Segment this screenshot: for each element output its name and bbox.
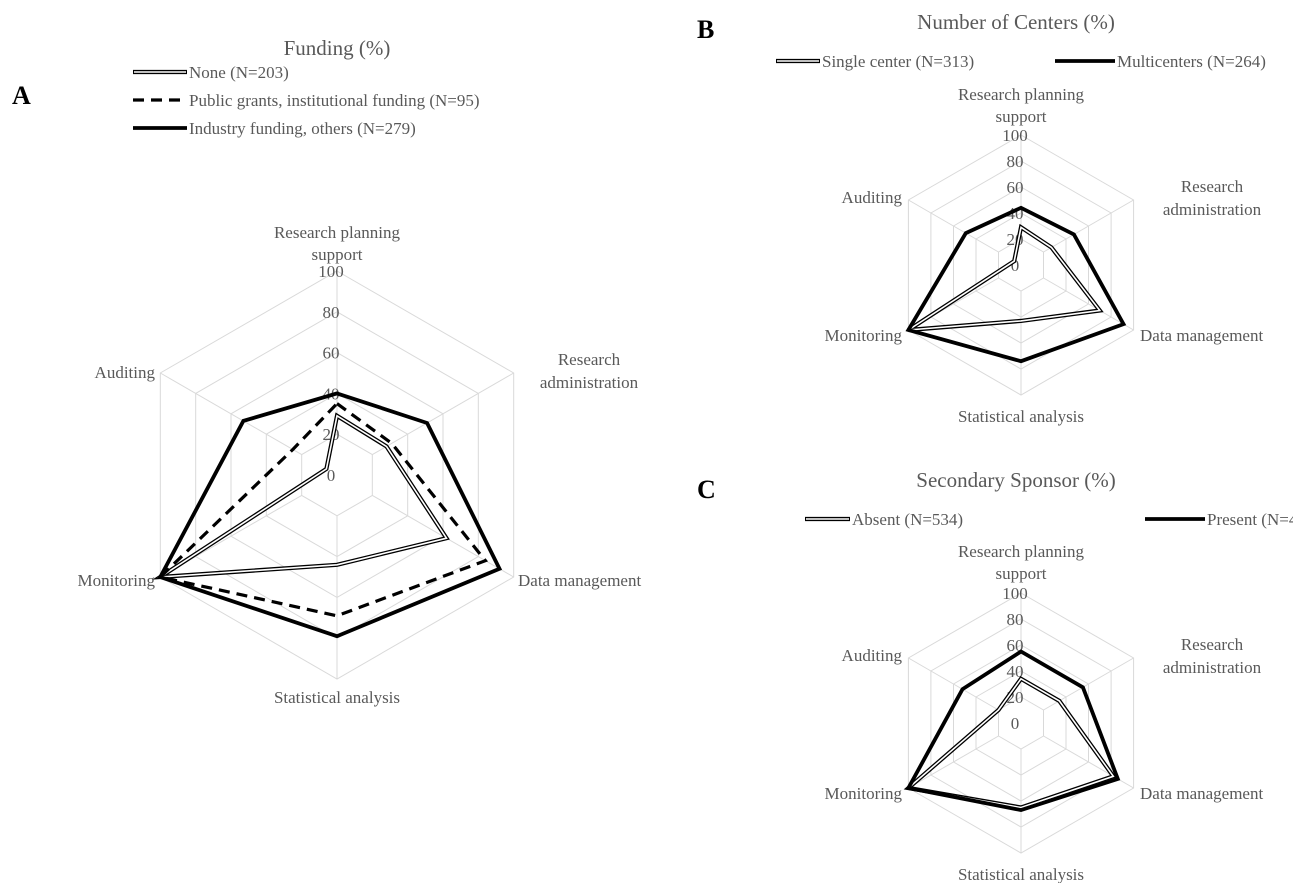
legend-label-2: Public grants, institutional funding (N=… (189, 91, 480, 110)
legend-label-2: Present (N=43) (1207, 510, 1293, 529)
series-1-polygon-inner (157, 414, 448, 579)
series-2-polygon (157, 401, 489, 618)
grid-spoke (160, 372, 302, 456)
axis-label-1: Research planning support (274, 223, 401, 264)
legend-label-1: None (N=203) (189, 63, 289, 82)
axis-label-3: Data management (1140, 784, 1263, 803)
axis-label-4: Statistical analysis (274, 688, 400, 707)
axis-label-2: Research administration (540, 350, 639, 392)
axis-label-3: Data management (518, 571, 641, 590)
grid-spoke (1043, 199, 1134, 253)
axis-label-5: Monitoring (825, 784, 903, 803)
tick-label-0: 0 (327, 466, 336, 485)
series-1-polygon-inner (907, 225, 1102, 331)
chart-title: Funding (%) (284, 36, 391, 60)
tick-label-100: 100 (318, 262, 344, 281)
panel-label: C (697, 475, 716, 504)
axis-label-2: Research administration (1163, 635, 1262, 677)
legend-label-3: Industry funding, others (N=279) (189, 119, 416, 138)
axis-label-5: Monitoring (78, 571, 156, 590)
tick-label-40: 40 (1007, 662, 1024, 681)
series-2-polygon (905, 205, 1127, 364)
tick-label-60: 60 (323, 344, 340, 363)
axis-label-5: Monitoring (825, 326, 903, 345)
tick-label-0: 0 (1011, 256, 1020, 275)
radar-grid (907, 134, 1135, 396)
axis-label-1: Research planning support (958, 542, 1085, 583)
grid-spoke (908, 735, 999, 789)
panel-a: A Funding (%) None (N=203) Public grants, i… (12, 36, 641, 707)
axis-label-6: Auditing (842, 646, 903, 665)
axis-label-1: Research planning support (958, 85, 1085, 126)
grid-ring-20 (301, 433, 373, 517)
tick-label-0: 0 (1011, 714, 1020, 733)
panel-label: A (12, 81, 31, 110)
axis-label-3: Data management (1140, 326, 1263, 345)
tick-label-100: 100 (1002, 584, 1028, 603)
tick-label-100: 100 (1002, 126, 1028, 145)
grid-spoke (1043, 277, 1134, 331)
legend-label-1: Single center (N=313) (822, 52, 974, 71)
grid-spoke (372, 372, 514, 456)
axis-label-6: Auditing (95, 363, 156, 382)
panel-c: C Secondary Sponsor (%) Absent (N=534) Pres… (697, 468, 1293, 883)
chart-title: Secondary Sponsor (%) (916, 468, 1115, 492)
radar-grid (907, 592, 1135, 854)
axis-label-4: Statistical analysis (958, 407, 1084, 426)
panel-label: B (697, 15, 714, 44)
legend-label-1: Absent (N=534) (852, 510, 963, 529)
series-2-polygon (905, 649, 1121, 813)
axis-label-2: Research administration (1163, 177, 1262, 219)
legend-label-2: Multicenters (N=264) (1117, 52, 1266, 71)
tick-label-60: 60 (1007, 178, 1024, 197)
tick-label-60: 60 (1007, 636, 1024, 655)
grid-spoke (908, 657, 999, 711)
panel-b: B Number of Centers (%) Single center (N=3… (697, 10, 1266, 426)
tick-label-80: 80 (1007, 610, 1024, 629)
series-3-polygon (157, 391, 503, 639)
tick-label-80: 80 (323, 303, 340, 322)
series-1-polygon-inner (906, 677, 1115, 809)
grid-spoke (908, 199, 999, 253)
tick-label-80: 80 (1007, 152, 1024, 171)
chart-title: Number of Centers (%) (917, 10, 1115, 34)
axis-label-6: Auditing (842, 188, 903, 207)
axis-label-4: Statistical analysis (958, 865, 1084, 883)
